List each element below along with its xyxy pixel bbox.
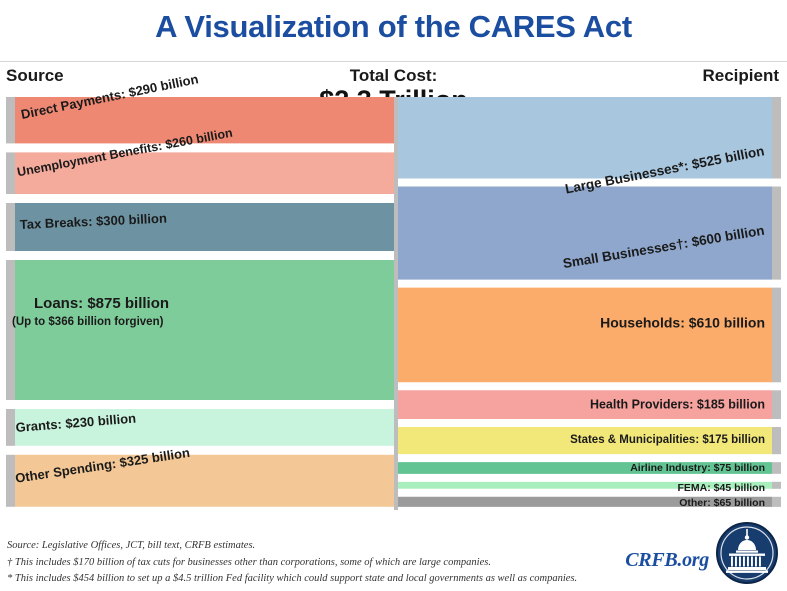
sankey-node-source-5[interactable] (6, 454, 15, 507)
sankey-node-source-2[interactable] (6, 203, 15, 251)
sankey-center-node (394, 97, 398, 510)
sankey-node-recipient-3[interactable] (772, 390, 781, 420)
sankey-flow-recipient-3 (398, 390, 772, 420)
page-title: A Visualization of the CARES Act (155, 9, 632, 44)
sankey-node-recipient-6[interactable] (772, 481, 781, 489)
sankey-flow-recipient-5 (398, 462, 772, 474)
sankey-node-source-1[interactable] (6, 152, 15, 194)
sankey-flow-recipient-2 (398, 287, 772, 383)
sankey-center-left-0 (383, 97, 394, 144)
sankey-flow-recipient-6 (398, 481, 772, 489)
sankey-flow-recipient-1 (398, 186, 772, 280)
sankey-node-recipient-0[interactable] (772, 97, 781, 179)
sankey-label-recipient-6: FEMA: $45 billion (677, 482, 765, 494)
sankey-node-source-0[interactable] (6, 97, 15, 144)
sankey-node-recipient-1[interactable] (772, 186, 781, 280)
sankey-sublabel-source-3: (Up to $366 billion forgiven) (12, 316, 164, 328)
sankey-label-recipient-7: Other: $65 billion (679, 497, 765, 509)
sankey-flow-layer (15, 97, 772, 507)
sankey-flow-source-1 (15, 152, 383, 194)
column-header-source: Source (6, 66, 64, 85)
sankey-label-recipient-4: States & Municipalities: $175 billion (570, 434, 765, 446)
sankey-center-left-3 (383, 260, 394, 400)
sankey-flow-source-4 (15, 409, 383, 446)
sankey-node-source-4[interactable] (6, 409, 15, 446)
sankey-node-layer (6, 97, 781, 510)
sankey-node-recipient-5[interactable] (772, 462, 781, 474)
footnote-dagger: † This includes $170 billion of tax cuts… (7, 557, 491, 568)
sankey-label-recipient-5: Airline Industry: $75 billion (630, 462, 765, 474)
crfb-capitol-dome-logo (716, 522, 778, 584)
column-header-total-cost: Total Cost: (349, 66, 438, 85)
sankey-flow-recipient-4 (398, 427, 772, 455)
footnote-source: Source: Legislative Offices, JCT, bill t… (7, 540, 256, 551)
sankey-center-left-5 (383, 454, 394, 507)
sankey-flow-source-3 (15, 260, 383, 400)
sankey-label-source-3: Loans: $875 billion (34, 295, 169, 312)
sankey-label-recipient-3: Health Providers: $185 billion (590, 397, 765, 411)
footnote-asterisk: * This includes $454 billion to set up a… (7, 573, 578, 584)
sankey-flow-source-2 (15, 203, 383, 251)
sankey-node-recipient-4[interactable] (772, 427, 781, 455)
sankey-flow-source-5 (15, 454, 383, 507)
sankey-center-left-2 (383, 203, 394, 251)
column-header-recipient: Recipient (702, 66, 779, 85)
brand-text[interactable]: CRFB.org (625, 549, 709, 571)
sankey-label-recipient-2: Households: $610 billion (600, 315, 765, 331)
sankey-center-left-4 (383, 409, 394, 446)
sankey-flow-recipient-7 (398, 496, 772, 507)
sankey-center-left-1 (383, 152, 394, 194)
title-band: A Visualization of the CARES Act (0, 0, 787, 62)
sankey-node-recipient-7[interactable] (772, 496, 781, 507)
sankey-node-recipient-2[interactable] (772, 287, 781, 383)
sankey-label-source-2: Tax Breaks: $300 billion (19, 211, 167, 232)
sankey-node-source-3[interactable] (6, 260, 15, 400)
sankey-flow-source-0 (15, 97, 383, 144)
sankey-flow-recipient-0 (398, 97, 772, 179)
